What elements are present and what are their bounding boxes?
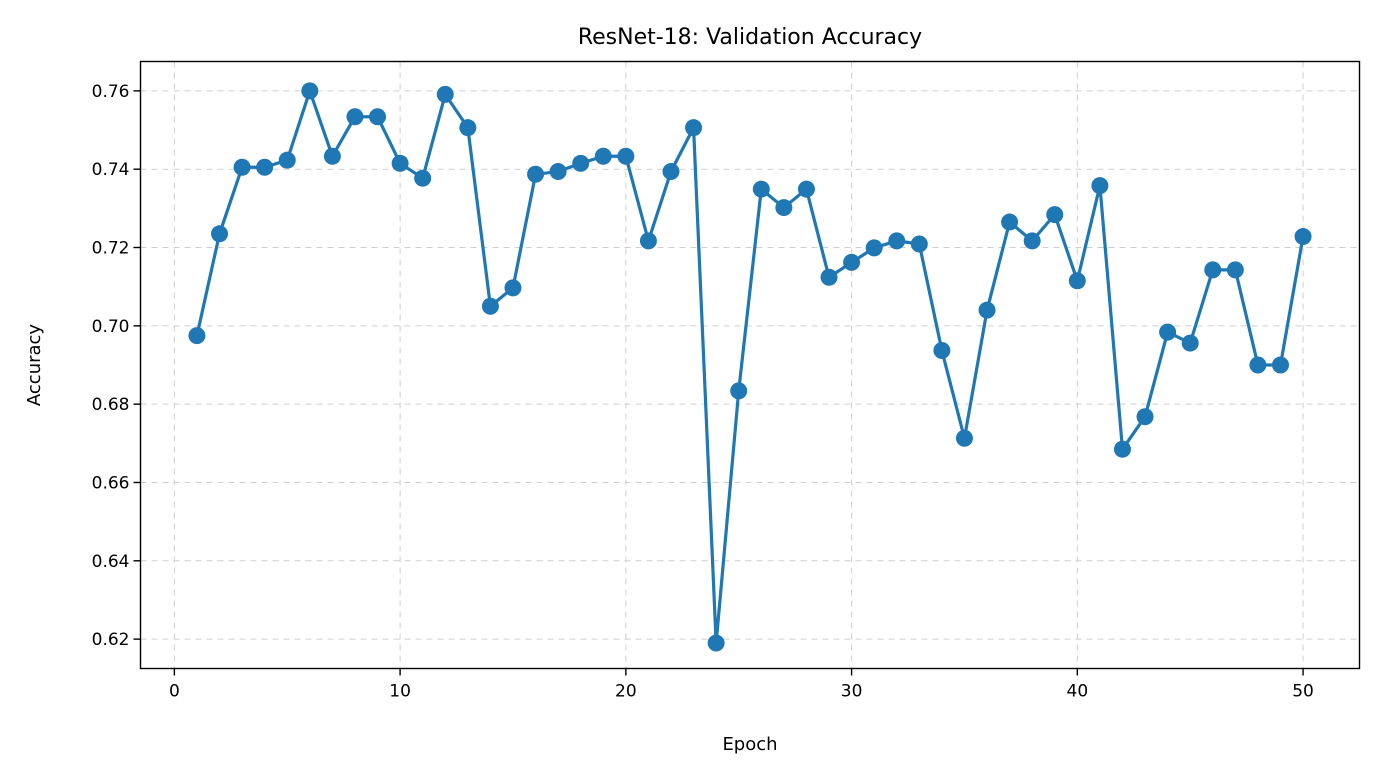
x-tick-label: 20: [615, 682, 637, 702]
data-point: [843, 253, 861, 271]
data-point: [1046, 206, 1064, 224]
data-point: [775, 199, 793, 217]
data-point: [504, 279, 522, 297]
data-point: [436, 85, 454, 103]
data-point: [481, 297, 499, 315]
data-point: [685, 119, 703, 137]
data-point: [1159, 323, 1177, 341]
y-axis-title: Accuracy: [24, 324, 45, 407]
data-point: [1271, 356, 1289, 374]
data-point: [1226, 261, 1244, 279]
data-point: [617, 147, 635, 165]
data-point: [459, 119, 477, 137]
data-point: [594, 147, 612, 165]
data-point: [639, 232, 657, 250]
data-point: [1091, 177, 1109, 195]
data-point: [820, 268, 838, 286]
data-point: [278, 151, 296, 169]
y-tick-label: 0.72: [92, 239, 130, 259]
x-tick-label: 40: [1067, 682, 1089, 702]
data-point: [323, 147, 341, 165]
y-tick-label: 0.74: [92, 160, 130, 180]
data-point: [888, 232, 906, 250]
y-tick-label: 0.66: [92, 473, 130, 493]
data-point: [572, 154, 590, 172]
x-tick-label: 50: [1292, 682, 1314, 702]
y-tick-label: 0.64: [92, 552, 130, 572]
data-point: [527, 165, 545, 183]
data-point: [1001, 213, 1019, 231]
data-point: [1249, 356, 1267, 374]
data-point: [1181, 334, 1199, 352]
series-line: [195, 89, 1305, 645]
data-point: [301, 82, 319, 100]
x-tick-label: 10: [389, 682, 411, 702]
y-tick-label: 0.70: [92, 317, 130, 337]
data-point: [256, 158, 274, 176]
data-point: [1204, 261, 1222, 279]
data-point: [1136, 408, 1154, 426]
y-tick-label: 0.76: [92, 82, 130, 102]
data-point: [730, 382, 748, 400]
data-point: [1113, 440, 1131, 458]
x-tick-label: 0: [169, 682, 180, 702]
data-point: [955, 429, 973, 447]
data-point: [549, 163, 567, 181]
data-point: [188, 327, 206, 345]
data-point: [414, 169, 432, 187]
data-point: [233, 158, 251, 176]
data-point: [752, 180, 770, 198]
data-point: [707, 634, 725, 652]
data-point: [865, 239, 883, 257]
data-point: [797, 180, 815, 198]
y-tick-label: 0.62: [92, 630, 130, 650]
data-point: [391, 154, 409, 172]
data-point: [933, 342, 951, 360]
plot-frame: [139, 60, 1361, 670]
data-point: [662, 163, 680, 181]
x-axis-title: Epoch: [722, 734, 777, 755]
data-point: [1294, 228, 1312, 246]
data-point: [978, 301, 996, 319]
data-point: [910, 235, 928, 253]
x-tick-label: 30: [841, 682, 863, 702]
data-point: [1023, 232, 1041, 250]
data-point: [1068, 272, 1086, 290]
data-point: [369, 108, 387, 126]
data-point: [346, 108, 364, 126]
data-point: [211, 225, 229, 243]
chart-title: ResNet-18: Validation Accuracy: [578, 25, 922, 50]
y-tick-label: 0.68: [92, 395, 130, 415]
